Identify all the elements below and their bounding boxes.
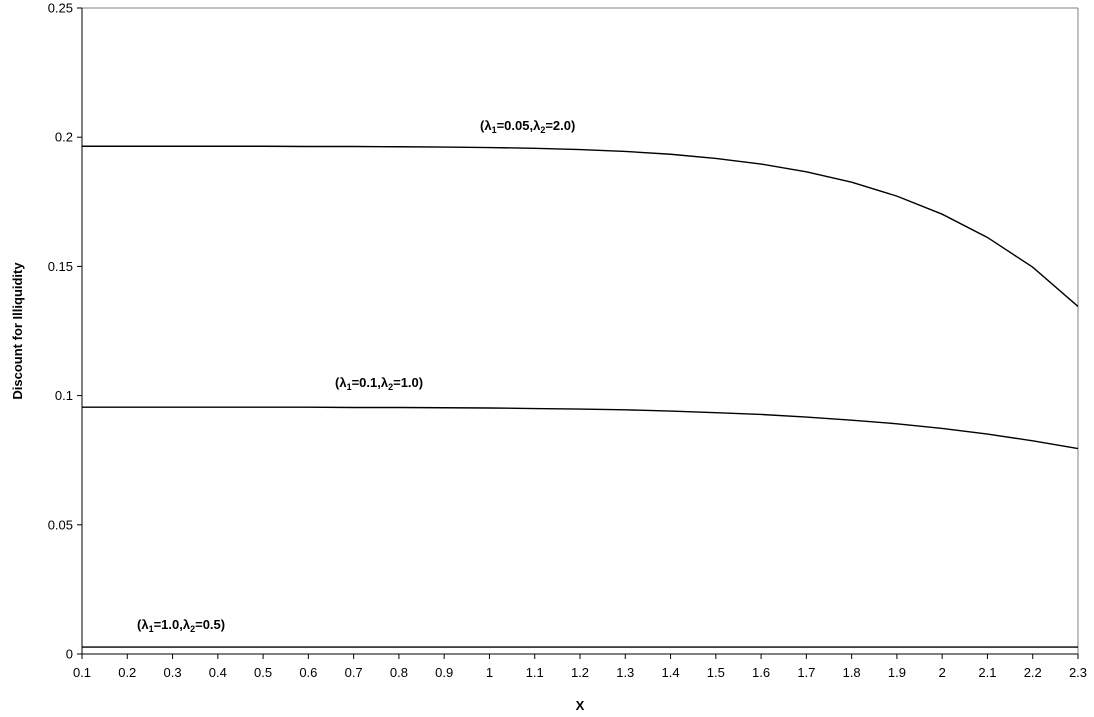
y-tick-label: 0.15 xyxy=(48,259,73,274)
x-tick-label: 2.2 xyxy=(1024,665,1042,680)
x-tick-label: 1.7 xyxy=(797,665,815,680)
x-tick-label: 2.1 xyxy=(978,665,996,680)
x-tick-label: 1.6 xyxy=(752,665,770,680)
y-axis: 0 0.05 0.1 0.15 0.2 0.25 xyxy=(48,1,82,662)
x-axis-title: X xyxy=(576,698,585,713)
y-tick-label: 0.05 xyxy=(48,517,73,532)
y-tick-label: 0 xyxy=(66,647,73,662)
x-axis: 0.1 0.2 0.3 0.4 0.5 0.6 0.7 0.8 0.9 1 1.1 1.2 1.3 1.4… xyxy=(73,654,1087,680)
series-labels: (λ1=0.05,λ2=2.0) (λ1=0.1,λ2=1.0) (λ1=1.0,λ… xyxy=(137,118,575,634)
series-label-1: (λ1=0.05,λ2=2.0) xyxy=(480,118,575,135)
x-tick-label: 1.5 xyxy=(707,665,725,680)
x-tick-label: 0.4 xyxy=(209,665,227,680)
x-tick-label: 1.9 xyxy=(888,665,906,680)
plot-area xyxy=(81,7,1079,655)
x-tick-label: 0.1 xyxy=(73,665,91,680)
x-tick-label: 2.3 xyxy=(1069,665,1087,680)
series-label-2: (λ1=0.1,λ2=1.0) xyxy=(335,375,423,392)
x-tick-label: 1.1 xyxy=(526,665,544,680)
y-axis-title: Discount for Illiquidity xyxy=(10,262,25,400)
series-line-2 xyxy=(82,406,1079,450)
x-tick-label: 1.4 xyxy=(662,665,680,680)
x-tick-label: 2 xyxy=(939,665,946,680)
x-tick-label: 0.7 xyxy=(345,665,363,680)
series-label-3: (λ1=1.0,λ2=0.5) xyxy=(137,617,225,634)
series-lines xyxy=(82,145,1079,648)
y-tick-label: 0.1 xyxy=(55,388,73,403)
y-tick-label: 0.2 xyxy=(55,130,73,145)
x-tick-label: 1 xyxy=(486,665,493,680)
x-tick-label: 1.8 xyxy=(843,665,861,680)
x-tick-label: 0.6 xyxy=(299,665,317,680)
x-tick-label: 0.3 xyxy=(164,665,182,680)
x-tick-label: 0.9 xyxy=(435,665,453,680)
x-tick-label: 1.2 xyxy=(571,665,589,680)
x-tick-label: 0.2 xyxy=(118,665,136,680)
y-tick-label: 0.25 xyxy=(48,1,73,16)
x-tick-label: 0.8 xyxy=(390,665,408,680)
series-line-1 xyxy=(82,145,1079,307)
x-tick-label: 0.5 xyxy=(254,665,272,680)
x-tick-label: 1.3 xyxy=(616,665,634,680)
